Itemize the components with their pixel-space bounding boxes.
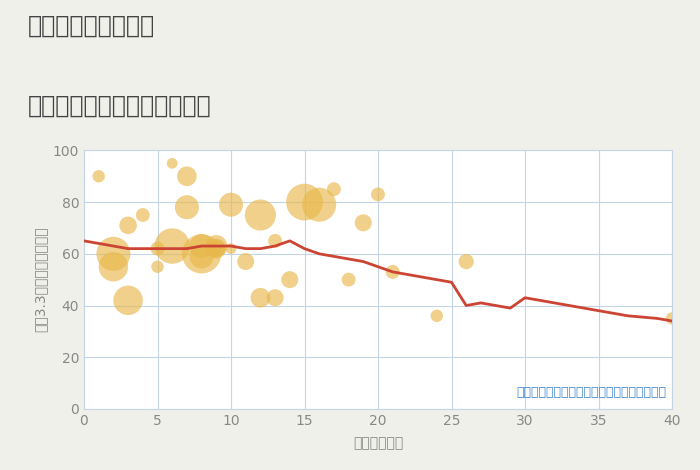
- Point: [284, 276, 295, 283]
- Point: [93, 172, 104, 180]
- Point: [431, 312, 442, 320]
- Point: [387, 268, 398, 275]
- Point: [196, 250, 207, 258]
- Point: [314, 201, 325, 209]
- Point: [211, 245, 222, 252]
- Point: [240, 258, 251, 265]
- Point: [108, 250, 119, 258]
- Point: [211, 243, 222, 250]
- Point: [225, 245, 237, 252]
- Point: [372, 191, 384, 198]
- Point: [270, 237, 281, 244]
- Point: [196, 253, 207, 260]
- Point: [181, 172, 193, 180]
- Point: [666, 315, 678, 322]
- Text: 三重県松阪市中央町: 三重県松阪市中央町: [28, 14, 155, 38]
- Point: [181, 204, 193, 211]
- Point: [299, 198, 310, 206]
- Point: [108, 263, 119, 271]
- Point: [343, 276, 354, 283]
- Point: [461, 258, 472, 265]
- Point: [358, 219, 369, 227]
- Y-axis label: 平（3.3㎡）単価（万円）: 平（3.3㎡）単価（万円）: [33, 227, 47, 332]
- Point: [255, 294, 266, 302]
- Point: [270, 294, 281, 302]
- Text: 円の大きさは、取引のあった物件面積を示す: 円の大きさは、取引のあった物件面積を示す: [516, 385, 666, 399]
- Point: [137, 212, 148, 219]
- Point: [152, 263, 163, 271]
- Point: [328, 185, 339, 193]
- Point: [167, 159, 178, 167]
- Point: [255, 212, 266, 219]
- Point: [152, 245, 163, 252]
- X-axis label: 築年数（年）: 築年数（年）: [353, 436, 403, 450]
- Point: [122, 222, 134, 229]
- Point: [225, 201, 237, 209]
- Point: [122, 297, 134, 304]
- Point: [211, 245, 222, 252]
- Point: [196, 243, 207, 250]
- Text: 築年数別中古マンション価格: 築年数別中古マンション価格: [28, 94, 211, 118]
- Point: [167, 243, 178, 250]
